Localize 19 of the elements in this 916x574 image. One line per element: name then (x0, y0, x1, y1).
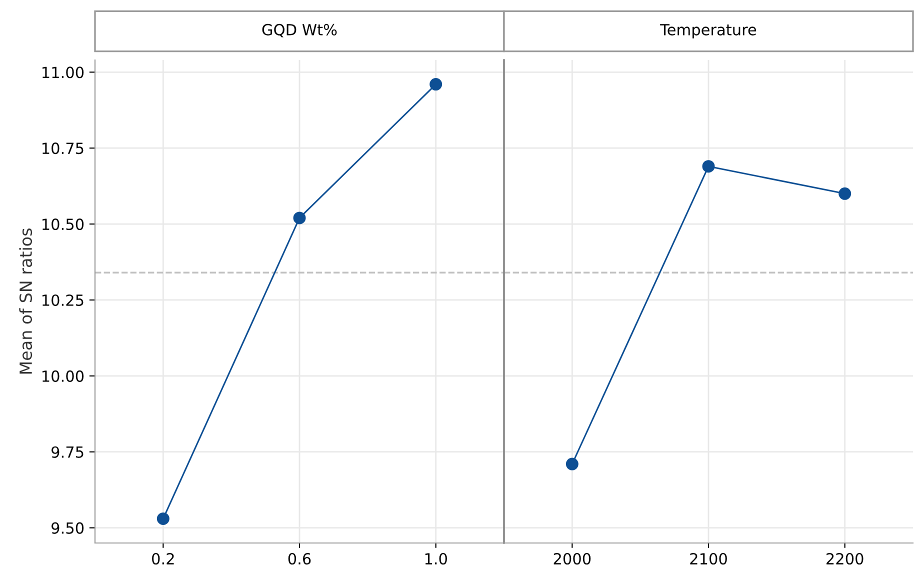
y-tick-label: 11.00 (42, 66, 84, 78)
y-axis-title: Mean of SN ratios (19, 228, 32, 374)
point (156, 512, 170, 525)
chart-title: Temperature (660, 24, 756, 38)
chart-title: GQD Wt% (262, 24, 337, 38)
point (430, 78, 442, 91)
x-tick-label: 1.0 (425, 552, 447, 565)
x-tick-label: 2100 (690, 552, 727, 565)
y-tick-label: 10.50 (42, 218, 84, 230)
y-tick-label: 9.75 (52, 446, 84, 458)
point (293, 212, 306, 224)
y-tick-label: 10.75 (42, 142, 84, 154)
y-tick-label: 10.25 (42, 294, 84, 306)
x-tick-label: 0.6 (288, 552, 311, 565)
y-tick-label: 9.50 (52, 522, 84, 534)
x-tick-label: 0.2 (152, 552, 174, 565)
x-tick-label: 2000 (554, 552, 591, 565)
y-tick-label: 10.00 (42, 370, 84, 382)
x-tick-label: 2200 (826, 552, 864, 565)
